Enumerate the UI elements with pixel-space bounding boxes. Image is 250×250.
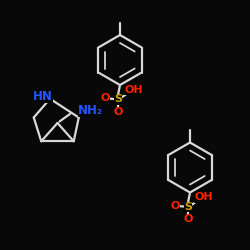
Text: O: O (183, 214, 193, 224)
Text: O: O (170, 201, 180, 211)
Text: S: S (114, 94, 122, 104)
Text: NH₂: NH₂ (78, 104, 103, 117)
Text: OH: OH (124, 85, 143, 95)
Text: O: O (100, 93, 110, 103)
Text: OH: OH (194, 192, 213, 202)
Text: S: S (184, 202, 192, 212)
Text: O: O (113, 107, 123, 117)
Text: HN: HN (33, 90, 53, 103)
